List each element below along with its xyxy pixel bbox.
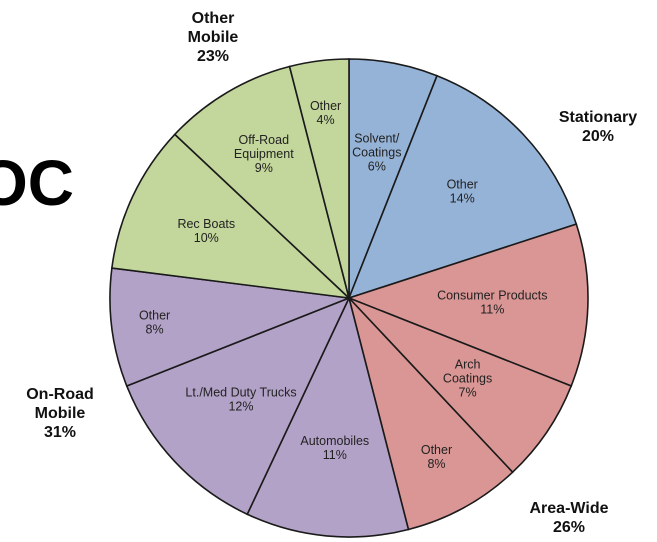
slice-label: Other 8% [421, 443, 452, 471]
group-label: Area-Wide 26% [530, 500, 609, 536]
pie-slice [288, 58, 350, 299]
slice-label: Consumer Products 11% [437, 289, 547, 317]
pie-group-labels: Stationary 20% Area-Wide 26% On-Road Mobile 31… [26, 10, 637, 536]
slice-label: Other 14% [447, 178, 478, 206]
group-label: Other Mobile 23% [188, 10, 239, 65]
slice-label: Other 8% [139, 309, 170, 337]
group-label: Stationary 20% [559, 109, 637, 145]
pie-slice [348, 297, 514, 531]
pie-slice [110, 133, 352, 300]
pie-slice [346, 223, 589, 388]
slice-label: Off-Road Equipment 9% [234, 133, 294, 175]
slice-label: Automobiles 11% [300, 434, 369, 462]
slide-title-fragment: OC [0, 147, 74, 219]
pie-slice [173, 65, 351, 301]
pie-slice [348, 297, 573, 474]
slice-label: Solvent/Coatings 6% [352, 131, 401, 173]
pie-slices [109, 58, 589, 538]
pie-slice [246, 295, 410, 538]
slice-label: Rec Boats 10% [177, 217, 235, 245]
slice-label: Arch Coatings 7% [443, 358, 492, 400]
group-label: On-Road Mobile 31% [26, 386, 94, 441]
pie-slice [125, 296, 351, 516]
slice-label: Lt./Med Duty Trucks 12% [185, 385, 296, 413]
pie-slice [109, 267, 350, 388]
slice-label: Other 4% [310, 99, 341, 127]
pie-slice-labels: Solvent/Coatings 6% Other 14% Consumer Produ… [139, 99, 548, 471]
